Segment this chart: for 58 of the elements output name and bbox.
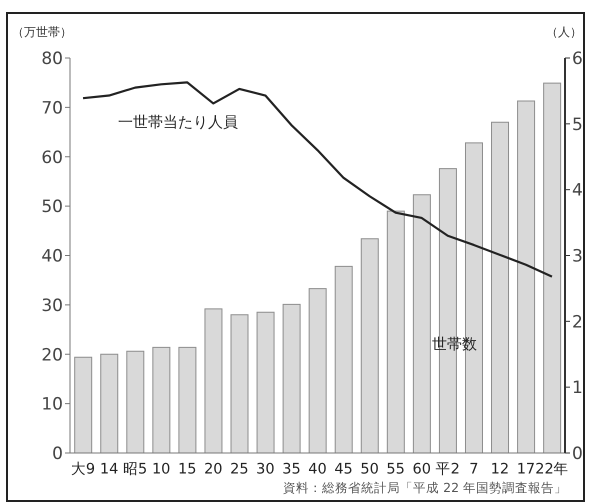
x-tick-label: 平2 <box>436 461 460 478</box>
x-tick-label: 35 <box>282 461 301 478</box>
x-tick-label: 17 <box>516 461 536 478</box>
text: 資料：総務省統計局「平成 22 年国勢調査報告」 <box>283 480 567 497</box>
y2-tick-label: 3 <box>572 246 583 267</box>
x-tick-label: 10 <box>152 461 170 478</box>
bar <box>204 308 222 453</box>
x-tick-label: 25 <box>230 461 249 478</box>
x-tick-label: 30 <box>256 461 275 478</box>
x-tick-label: 7 <box>469 461 478 478</box>
bar <box>308 288 327 453</box>
series-label: 世帯数 <box>432 335 477 354</box>
y-tick-label: 70 <box>41 98 63 118</box>
y-tick-label: 20 <box>41 345 63 366</box>
y2-tick-label: 4 <box>572 180 583 201</box>
y2-tick-label: 2 <box>572 312 583 332</box>
bar <box>230 314 249 453</box>
y2-tick-label: 6 <box>572 49 583 70</box>
y2-tick-label: 1 <box>572 378 583 398</box>
x-tick-label: 20 <box>204 461 223 478</box>
bar <box>412 194 431 453</box>
x-tick-label: 15 <box>178 461 196 478</box>
y-tick-label: 0 <box>52 444 63 464</box>
x-tick-label: 大9 <box>70 460 96 478</box>
y2-tick-label: 0 <box>572 444 583 464</box>
bar <box>74 356 92 453</box>
series-label: 一世帯当たり人員 <box>118 113 238 132</box>
bar <box>126 350 144 453</box>
y-tick-label: 80 <box>41 49 63 70</box>
x-tick-label: 14 <box>100 461 118 478</box>
y2-tick-label: 5 <box>572 114 583 135</box>
bar <box>178 346 196 453</box>
y-tick-label: 50 <box>41 197 63 218</box>
y-tick-label: 10 <box>41 394 63 415</box>
x-tick-label: 50 <box>360 461 379 478</box>
line-series <box>82 81 554 278</box>
y-axis-title: （万世帯） <box>12 24 72 41</box>
bar <box>282 304 301 453</box>
x-tick-label: 昭5 <box>123 461 148 478</box>
x-tick-label: 60 <box>412 461 431 478</box>
x-tick-label: 40 <box>308 461 327 478</box>
y2-axis-title: （人） <box>546 24 582 41</box>
bar <box>386 210 405 453</box>
bar <box>543 82 562 453</box>
x-tick-label: 45 <box>334 461 353 478</box>
bar <box>491 122 510 453</box>
y-tick-label: 60 <box>41 148 63 168</box>
x-tick-label: 55 <box>386 461 405 478</box>
x-tick-label: 12 <box>490 461 510 478</box>
bar <box>256 312 275 453</box>
bar <box>152 346 170 453</box>
bar <box>334 266 353 453</box>
y-tick-label: 40 <box>41 246 63 267</box>
y-tick-label: 30 <box>41 296 63 316</box>
bar <box>360 238 379 453</box>
x-tick-label: 22年 <box>535 460 569 478</box>
bar <box>100 354 118 453</box>
bar <box>517 100 536 453</box>
